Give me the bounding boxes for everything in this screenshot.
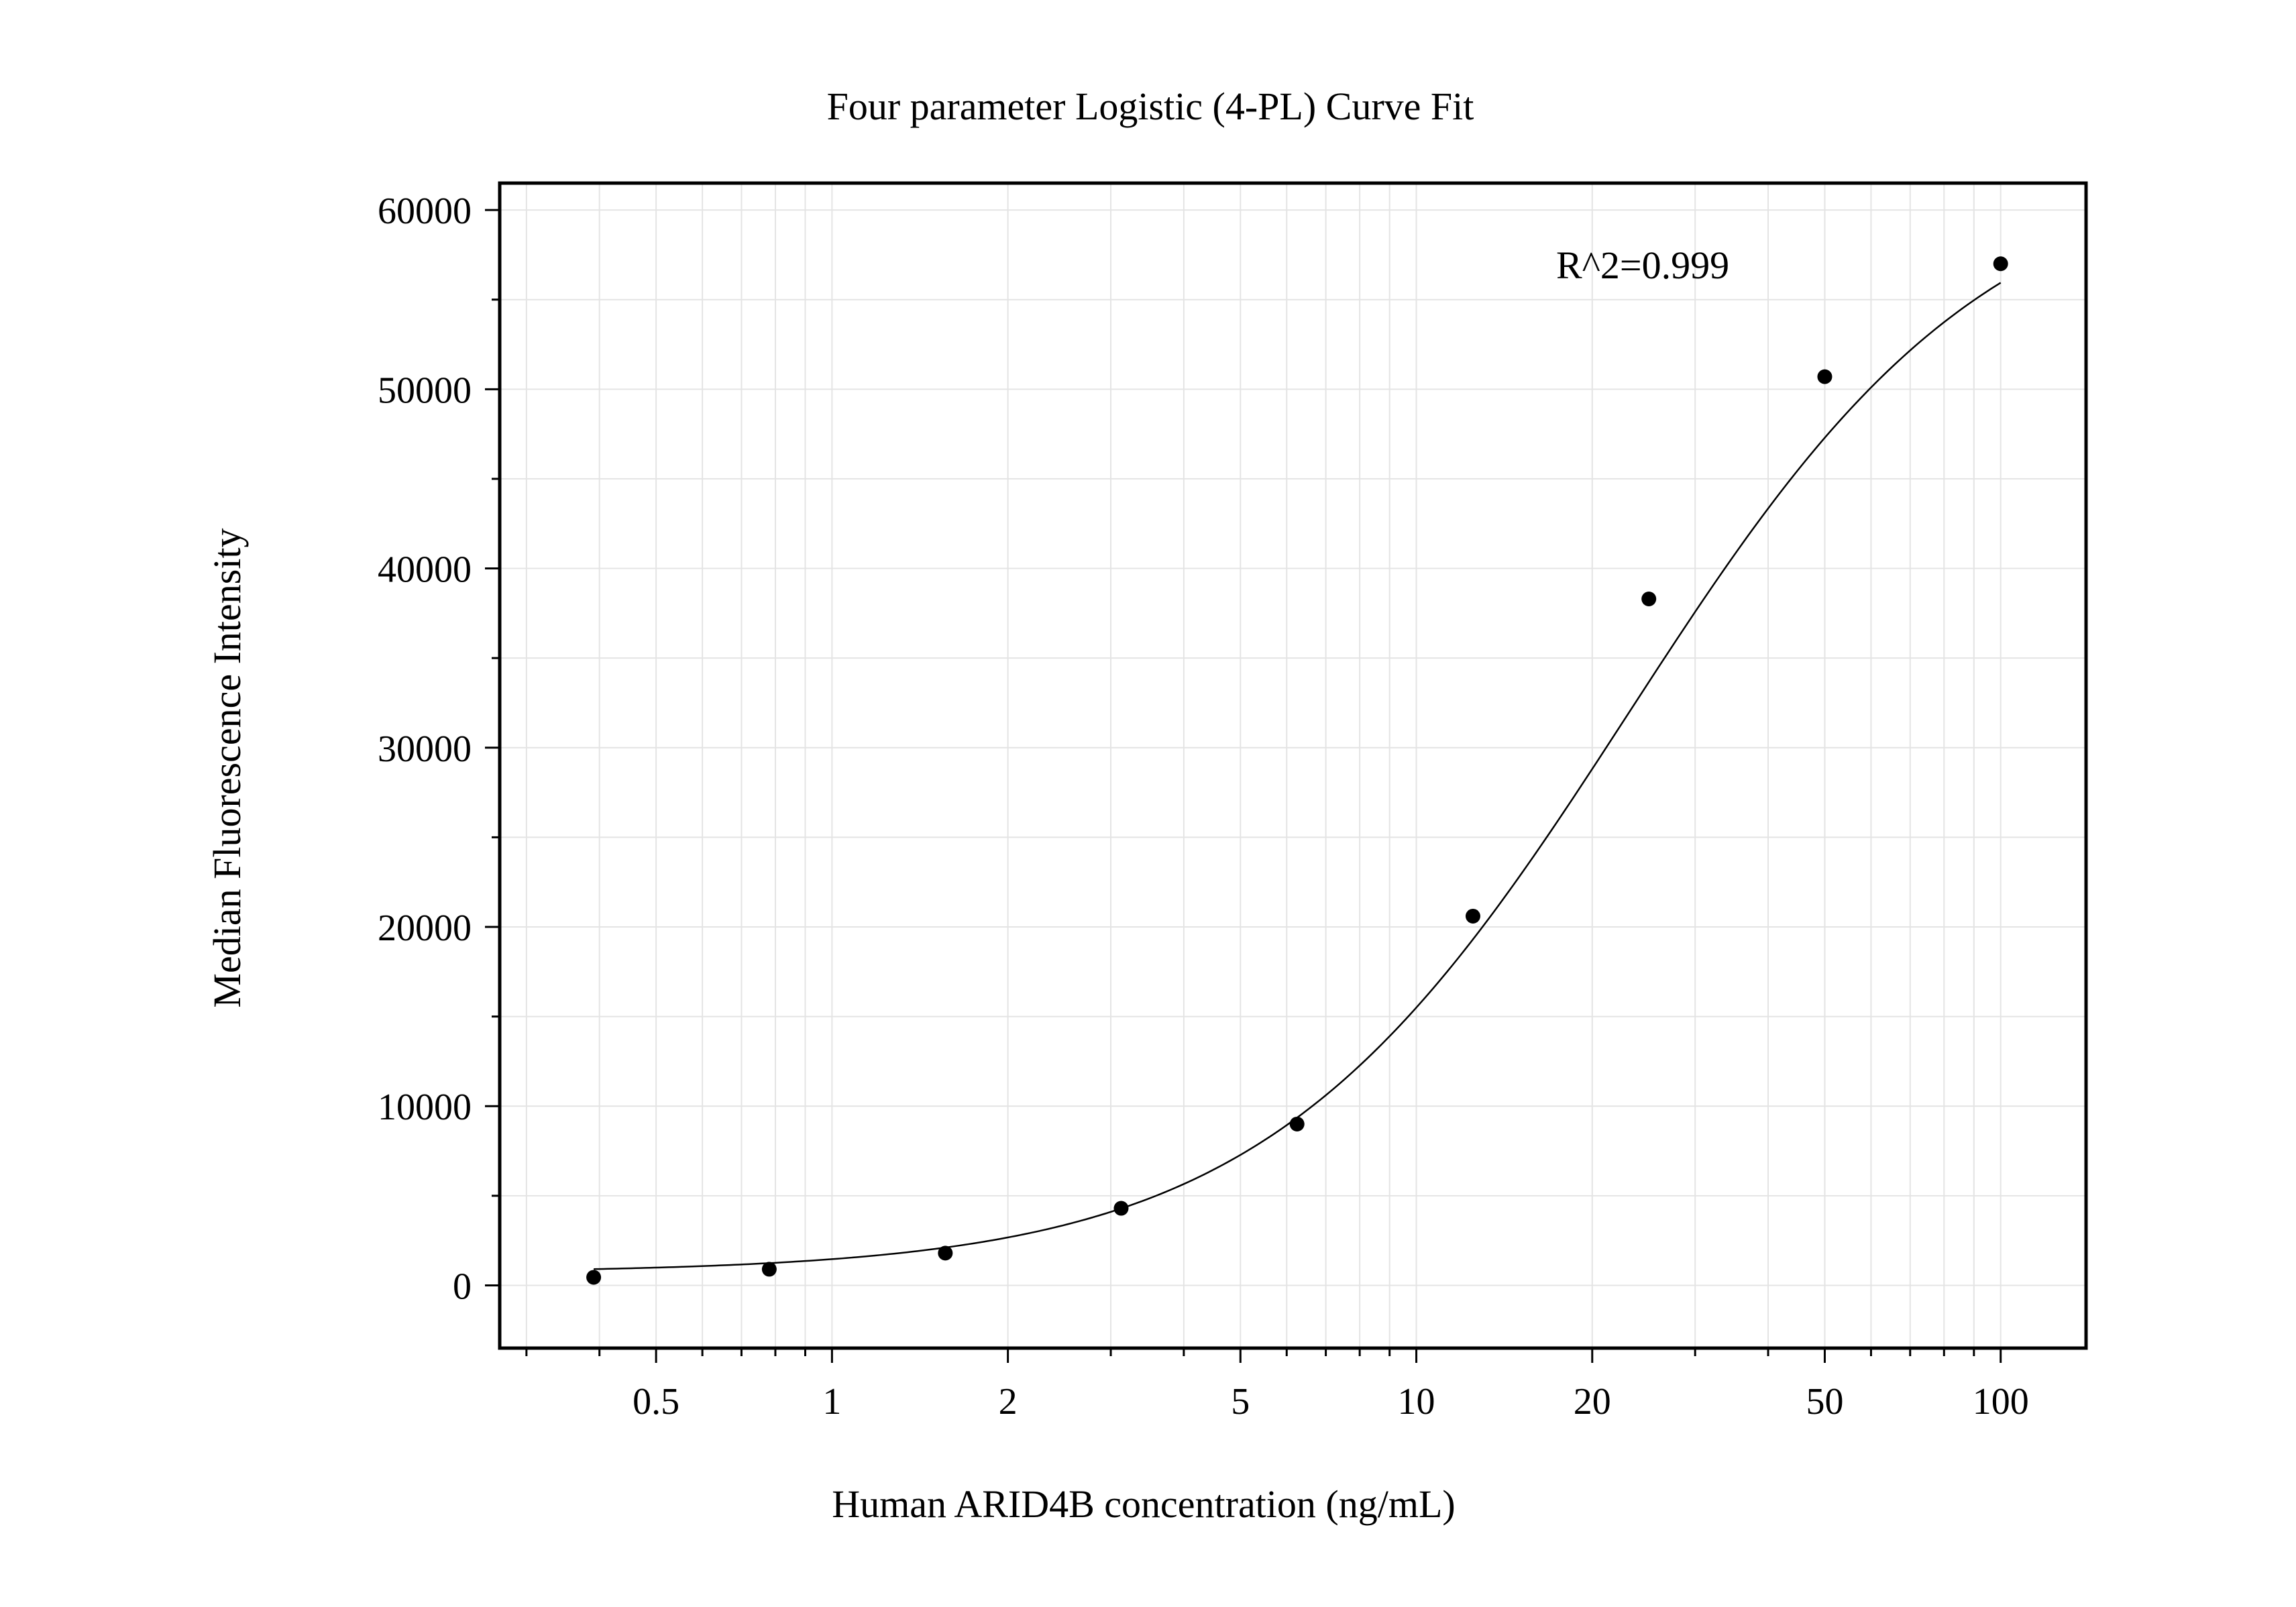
- y-tick-label: 10000: [378, 1087, 472, 1128]
- data-point: [1113, 1201, 1129, 1216]
- y-tick-label: 60000: [378, 190, 472, 232]
- data-point: [586, 1270, 602, 1285]
- x-tick-label: 0.5: [633, 1381, 679, 1423]
- axes: 0.5 1 2 5 10 20 50 100 0 10000 20000 30000 40000 5000…: [378, 181, 2088, 1423]
- data-point: [1993, 256, 2008, 272]
- data-point: [1289, 1116, 1305, 1131]
- x-tick-label: 20: [1574, 1381, 1611, 1423]
- y-tick-label: 50000: [378, 370, 472, 411]
- r-squared-annotation: R^2=0.999: [1556, 243, 1729, 287]
- data-points-layer: [586, 256, 2008, 1285]
- y-tick-label: 0: [453, 1266, 472, 1307]
- x-axis-label: Human ARID4B concentration (ng/mL): [832, 1482, 1455, 1526]
- data-point: [1465, 908, 1480, 924]
- plot-frame: [498, 181, 2088, 1350]
- data-point: [1641, 591, 1657, 606]
- data-point: [761, 1262, 777, 1277]
- x-tick-label: 1: [822, 1381, 841, 1423]
- y-tick-label: 20000: [378, 907, 472, 949]
- x-tick-label: 2: [999, 1381, 1018, 1423]
- x-tick-label: 10: [1398, 1381, 1435, 1423]
- y-axis-label: Median Fluorescence Intensity: [205, 528, 249, 1007]
- x-tick-label: 5: [1231, 1381, 1250, 1423]
- y-tick-label: 40000: [378, 549, 472, 591]
- chart-title: Four parameter Logistic (4-PL) Curve Fit: [827, 85, 1474, 128]
- y-tick-label: 30000: [378, 728, 472, 770]
- grid-lines: [500, 183, 2086, 1348]
- x-tick-label: 50: [1806, 1381, 1843, 1423]
- x-tick-label: 100: [1973, 1381, 2029, 1423]
- data-point: [1817, 369, 1833, 384]
- data-point: [938, 1245, 953, 1261]
